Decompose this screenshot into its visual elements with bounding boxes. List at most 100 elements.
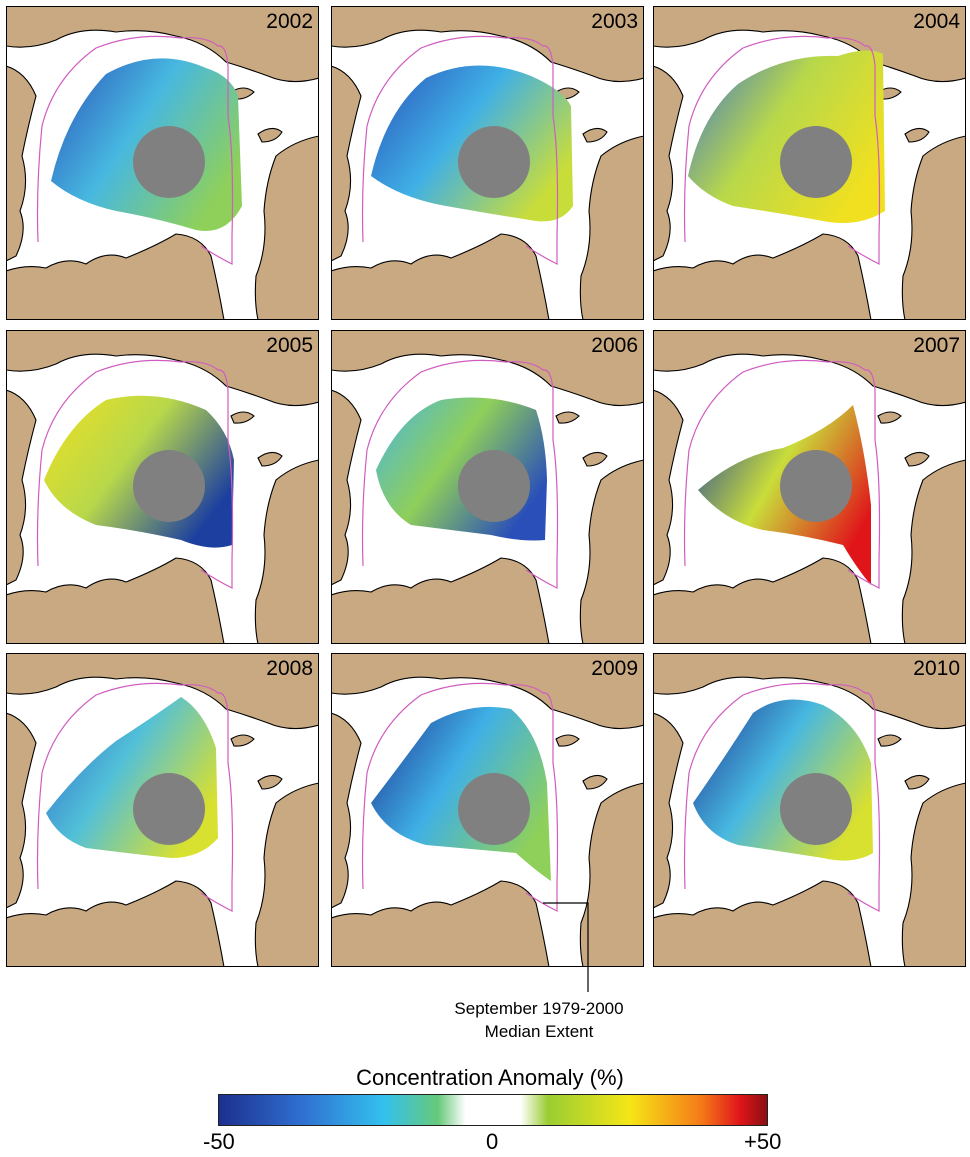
median-extent-annotation: September 1979-2000 Median Extent: [444, 997, 634, 1043]
pole-hole: [133, 773, 205, 845]
year-label: 2006: [591, 334, 638, 357]
land-left: [6, 65, 37, 262]
panel-border: [331, 330, 644, 644]
arctic-map-2003: [331, 6, 644, 320]
island-2: [230, 734, 255, 747]
map-panel-2005: 2005: [6, 330, 319, 644]
land-right: [579, 459, 644, 644]
arctic-map-2010: [653, 653, 966, 967]
land-top: [653, 6, 966, 83]
land-left: [6, 389, 37, 586]
panel-border: [653, 653, 966, 967]
year-label: 2008: [266, 657, 313, 680]
land-right: [254, 782, 319, 967]
year-label: 2004: [913, 10, 960, 33]
pole-hole: [458, 450, 530, 522]
land-top: [6, 330, 319, 407]
pole-hole: [780, 450, 852, 522]
land-top: [653, 653, 966, 730]
year-label: 2005: [266, 334, 313, 357]
median-extent-line: [361, 35, 559, 265]
land-bottom: [6, 233, 225, 320]
pole-hole: [458, 126, 530, 198]
island-1: [582, 451, 608, 467]
arctic-map-2006: [331, 330, 644, 644]
land-right: [254, 459, 319, 644]
median-extent-line: [36, 359, 234, 589]
pole-hole: [133, 450, 205, 522]
land-left: [653, 712, 684, 909]
land-left: [6, 712, 37, 909]
pole-hole: [458, 773, 530, 845]
arctic-map-2002: [6, 6, 319, 320]
panel-border: [6, 330, 319, 644]
panel-border: [6, 6, 319, 320]
pole-hole: [780, 773, 852, 845]
year-label: 2010: [913, 657, 960, 680]
land-bottom: [331, 880, 550, 967]
arctic-map-2005: [6, 330, 319, 644]
island-1: [582, 127, 608, 143]
year-label: 2003: [591, 10, 638, 33]
year-label: 2007: [913, 334, 960, 357]
land-left: [331, 389, 362, 586]
arctic-map-2009: [331, 653, 644, 967]
island-1: [904, 774, 930, 790]
median-extent-line: [36, 35, 234, 265]
median-extent-line: [36, 682, 234, 912]
land-top: [6, 653, 319, 730]
panel-border: [653, 6, 966, 320]
land-right: [901, 782, 966, 967]
panel-border: [653, 330, 966, 644]
colorbar: [218, 1094, 768, 1126]
land-right: [901, 135, 966, 320]
map-panel-2004: 2004: [653, 6, 966, 320]
island-1: [257, 127, 283, 143]
median-extent-line: [683, 359, 881, 589]
land-bottom: [653, 880, 872, 967]
year-label: 2009: [591, 657, 638, 680]
land-bottom: [653, 233, 872, 320]
island-1: [582, 774, 608, 790]
annotation-line-2: Median Extent: [484, 1022, 594, 1041]
median-extent-line: [683, 682, 881, 912]
land-top: [653, 330, 966, 407]
island-1: [257, 451, 283, 467]
land-left: [331, 65, 362, 262]
pole-hole: [780, 126, 852, 198]
island-2: [555, 411, 580, 424]
land-top: [331, 330, 644, 407]
panel-border: [6, 653, 319, 967]
island-2: [877, 411, 902, 424]
land-top: [6, 6, 319, 83]
island-1: [257, 774, 283, 790]
land-left: [653, 65, 684, 262]
median-extent-line: [361, 359, 559, 589]
map-panel-2003: 2003: [331, 6, 644, 320]
land-left: [653, 389, 684, 586]
arctic-map-2008: [6, 653, 319, 967]
land-left: [331, 712, 362, 909]
map-panel-2008: 2008: [6, 653, 319, 967]
island-1: [904, 127, 930, 143]
colorbar-max-label: +50: [744, 1129, 782, 1154]
land-bottom: [6, 880, 225, 967]
map-panel-2009: 2009: [331, 653, 644, 967]
median-extent-line: [361, 682, 559, 912]
island-2: [877, 734, 902, 747]
land-bottom: [331, 557, 550, 644]
land-bottom: [653, 557, 872, 644]
arctic-map-2007: [653, 330, 966, 644]
map-panel-2010: 2010: [653, 653, 966, 967]
map-panel-2006: 2006: [331, 330, 644, 644]
year-label: 2002: [266, 10, 313, 33]
land-bottom: [331, 233, 550, 320]
island-2: [555, 734, 580, 747]
land-top: [331, 653, 644, 730]
colorbar-mid-label: 0: [486, 1129, 499, 1154]
map-panel-2002: 2002: [6, 6, 319, 320]
median-extent-line: [683, 35, 881, 265]
island-2: [877, 87, 902, 100]
panel-border: [331, 6, 644, 320]
land-bottom: [6, 557, 225, 644]
